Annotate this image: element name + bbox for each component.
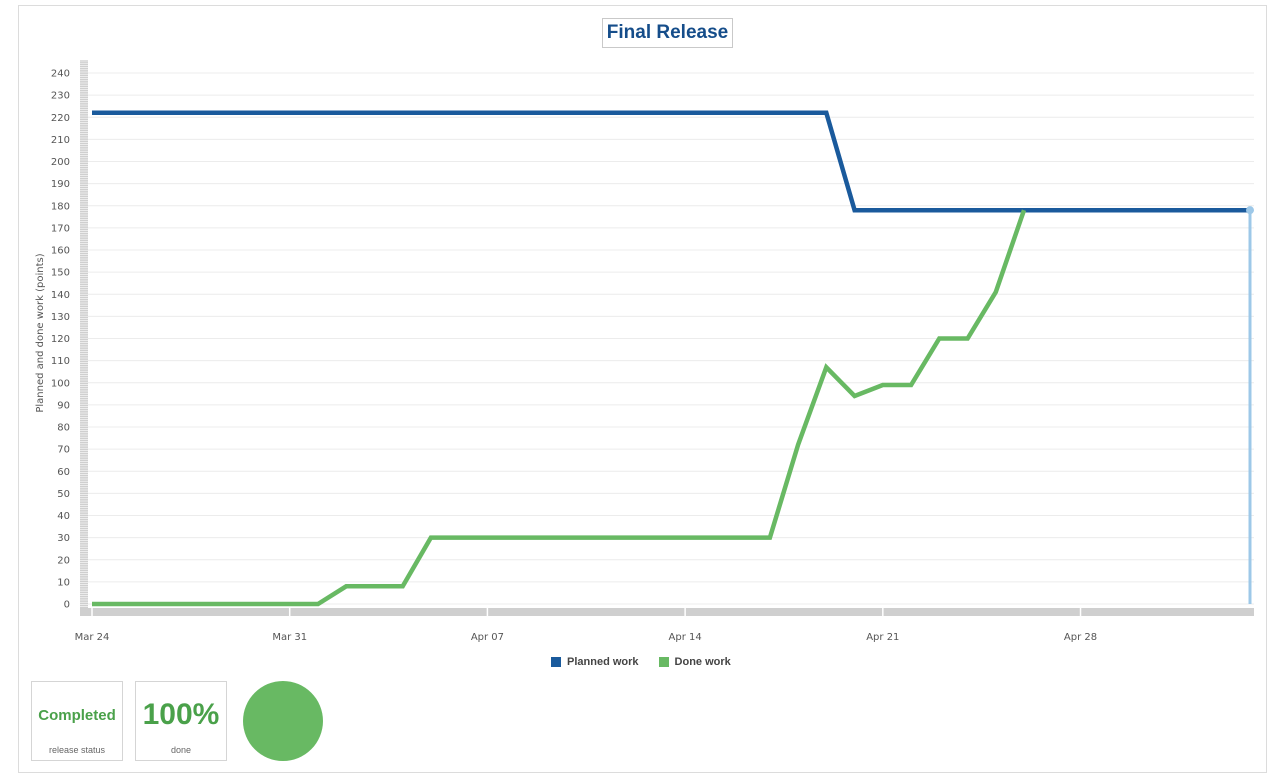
planned-work-line[interactable] bbox=[92, 110, 1250, 213]
y-tick-label: 40 bbox=[57, 511, 70, 522]
done-percent-card: 100% done bbox=[135, 681, 227, 761]
y-tick-label: 20 bbox=[57, 555, 70, 566]
y-tick-label: 70 bbox=[57, 445, 70, 456]
x-axis-bar bbox=[80, 608, 1254, 616]
done-percent-caption: done bbox=[170, 745, 192, 755]
x-tick-label: Apr 07 bbox=[471, 632, 504, 643]
y-tick-label: 230 bbox=[51, 91, 70, 102]
release-burnup-panel bbox=[18, 5, 1267, 773]
y-tick-label: 200 bbox=[51, 157, 70, 168]
x-tick-label: Apr 21 bbox=[866, 632, 899, 643]
y-tick-label: 190 bbox=[51, 179, 70, 190]
legend-done-work[interactable]: Done work bbox=[658, 656, 731, 668]
y-tick-label: 120 bbox=[51, 334, 70, 345]
y-tick-label: 210 bbox=[51, 135, 70, 146]
x-tick-label: Apr 14 bbox=[669, 632, 702, 643]
y-tick-label: 130 bbox=[51, 312, 70, 323]
done-percent-value: 100% bbox=[142, 698, 220, 731]
y-tick-label: 100 bbox=[51, 378, 70, 389]
planned-swatch-icon bbox=[551, 657, 561, 667]
done-swatch-icon bbox=[658, 657, 669, 667]
y-tick-label: 160 bbox=[51, 246, 70, 257]
y-tick-label: 0 bbox=[64, 600, 70, 611]
y-tick-label: 90 bbox=[57, 400, 70, 411]
release-status-card: Completed release status bbox=[31, 681, 123, 761]
y-tick-label: 150 bbox=[51, 268, 70, 279]
chart-title: Final Release bbox=[602, 18, 733, 48]
x-tick-label: Apr 28 bbox=[1064, 632, 1097, 643]
x-tick-label: Mar 24 bbox=[75, 632, 110, 643]
y-tick-label: 10 bbox=[57, 577, 70, 588]
y-tick-label: 220 bbox=[51, 113, 70, 124]
progress-donut bbox=[243, 681, 323, 761]
y-tick-label: 180 bbox=[51, 201, 70, 212]
y-axis-label: Planned and done work (points) bbox=[35, 253, 46, 412]
legend-planned-work[interactable]: Planned work bbox=[551, 656, 639, 668]
y-tick-label: 170 bbox=[51, 223, 70, 234]
done-work-line[interactable] bbox=[92, 209, 1027, 607]
release-status-value: Completed bbox=[38, 707, 116, 724]
release-status-caption: release status bbox=[48, 745, 106, 755]
y-tick-label: 240 bbox=[51, 69, 70, 80]
y-tick-label: 50 bbox=[57, 489, 70, 500]
legend-planned-label: Planned work bbox=[567, 656, 639, 668]
y-tick-label: 30 bbox=[57, 533, 70, 544]
legend-done-label: Done work bbox=[674, 656, 731, 668]
y-tick-label: 140 bbox=[51, 290, 70, 301]
y-tick-label: 110 bbox=[51, 356, 70, 367]
x-tick-label: Mar 31 bbox=[272, 632, 307, 643]
y-tick-label: 60 bbox=[57, 467, 70, 478]
y-tick-label: 80 bbox=[57, 423, 70, 434]
current-value-dot[interactable] bbox=[1246, 206, 1254, 215]
chart-legend[interactable]: Planned work Done work bbox=[551, 654, 731, 670]
